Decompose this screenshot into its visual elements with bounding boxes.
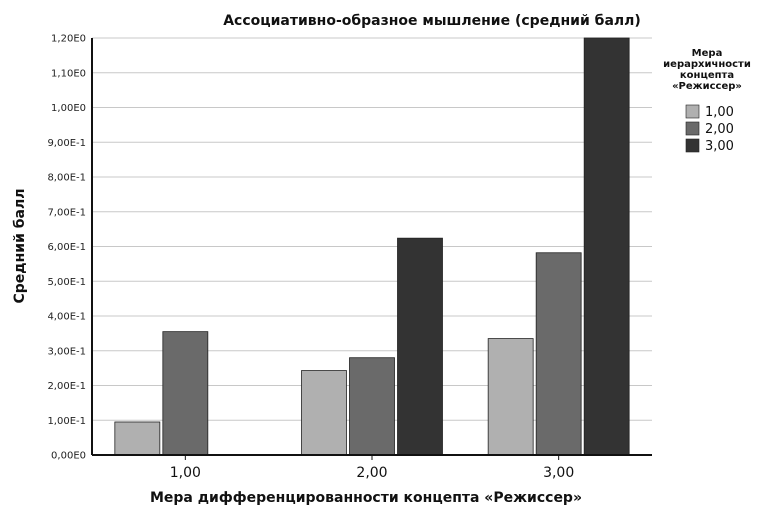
bar-3-00-cat-2-00: [397, 237, 443, 456]
legend-title-line: концепта: [680, 70, 734, 81]
legend-swatch: [685, 104, 700, 119]
y-tick-label: 5,00E-1: [47, 277, 86, 288]
chart-title: Ассоциативно-образное мышление (средний …: [223, 13, 641, 29]
y-tick-label: 2,00E-1: [47, 381, 86, 392]
x-tick-label: 1,00: [170, 465, 201, 481]
bar-1-00-cat-2-00: [301, 370, 347, 456]
y-tick-label: 8,00E-1: [47, 173, 86, 184]
bar-1-00-cat-3-00: [487, 338, 534, 456]
bar-3-00-cat-3-00: [583, 37, 630, 456]
y-tick-label: 0,00E0: [51, 451, 86, 462]
legend-swatch: [685, 121, 700, 136]
legend-title-line: иерархичности: [663, 59, 751, 70]
x-axis-ticks: 1,00 2,00 3,00: [170, 465, 575, 481]
x-axis-title: Мера дифференцированности концепта «Режи…: [150, 490, 582, 506]
x-tick-label: 2,00: [356, 465, 387, 481]
axes: [91, 38, 652, 460]
y-tick-label: 6,00E-1: [47, 242, 86, 253]
legend-swatch: [685, 138, 700, 153]
legend-label: 3,00: [705, 139, 734, 154]
legend-title-line: «Режиссер»: [672, 81, 742, 92]
bar-2-00-cat-1-00: [162, 331, 209, 456]
y-tick-label: 1,20E0: [51, 34, 86, 45]
bar-1-00-cat-1-00: [114, 421, 161, 456]
y-axis-ticks: 0,00E0 1,00E-1 2,00E-1 3,00E-1 4,00E-1 5,00E-…: [47, 34, 86, 462]
bars: [114, 37, 630, 456]
bar-2-00-cat-2-00: [349, 357, 395, 456]
legend-label: 2,00: [705, 122, 734, 137]
y-tick-label: 4,00E-1: [47, 312, 86, 323]
y-tick-label: 1,00E-1: [47, 416, 86, 427]
bar-2-00-cat-3-00: [535, 252, 582, 456]
y-tick-label: 1,10E0: [51, 68, 86, 79]
y-tick-label: 9,00E-1: [47, 138, 86, 149]
y-axis-title: Средний балл: [12, 189, 28, 304]
legend-label: 1,00: [705, 105, 734, 120]
legend-title-line: Мера: [692, 48, 723, 59]
x-tick-label: 3,00: [543, 465, 574, 481]
y-tick-label: 1,00E0: [51, 103, 86, 114]
y-tick-label: 3,00E-1: [47, 346, 86, 357]
y-tick-label: 7,00E-1: [47, 207, 86, 218]
